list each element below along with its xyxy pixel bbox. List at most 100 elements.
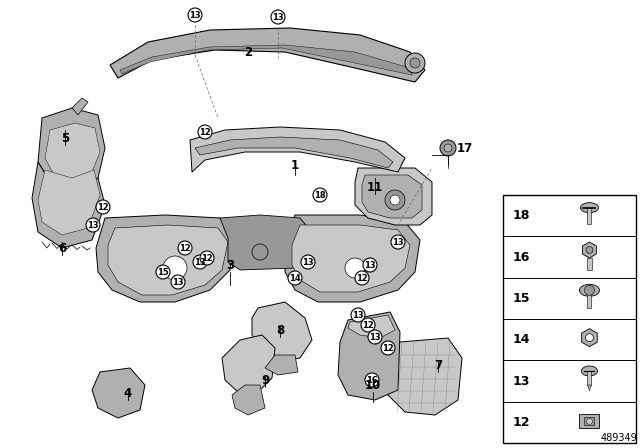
- Polygon shape: [222, 335, 275, 392]
- Circle shape: [171, 275, 185, 289]
- Polygon shape: [265, 355, 298, 375]
- Text: 15: 15: [157, 267, 169, 276]
- Text: 9: 9: [261, 374, 269, 387]
- Circle shape: [390, 195, 400, 205]
- Polygon shape: [292, 225, 410, 292]
- Text: 12: 12: [356, 273, 368, 283]
- Bar: [588, 208, 591, 224]
- Circle shape: [86, 218, 100, 232]
- Text: 5: 5: [61, 132, 69, 145]
- Polygon shape: [588, 385, 591, 391]
- Circle shape: [385, 190, 405, 210]
- Polygon shape: [38, 170, 100, 235]
- Ellipse shape: [582, 366, 598, 376]
- Bar: [588, 371, 591, 385]
- Polygon shape: [38, 108, 105, 190]
- Text: 13: 13: [364, 260, 376, 270]
- Circle shape: [381, 341, 395, 355]
- Polygon shape: [96, 215, 235, 302]
- Bar: [584, 418, 595, 425]
- Circle shape: [368, 330, 382, 344]
- Circle shape: [188, 8, 202, 22]
- Ellipse shape: [580, 202, 598, 213]
- Bar: [588, 294, 591, 308]
- Polygon shape: [388, 338, 462, 415]
- Text: 12: 12: [513, 416, 531, 429]
- Text: 4: 4: [124, 387, 132, 400]
- Polygon shape: [285, 215, 420, 302]
- Text: 12: 12: [97, 202, 109, 211]
- Polygon shape: [110, 28, 425, 82]
- Circle shape: [363, 258, 377, 272]
- Circle shape: [96, 200, 110, 214]
- Text: 12: 12: [201, 254, 213, 263]
- Text: 18: 18: [513, 209, 531, 222]
- Text: 14: 14: [289, 273, 301, 283]
- Text: 13: 13: [302, 258, 314, 267]
- Circle shape: [288, 271, 302, 285]
- Circle shape: [252, 244, 268, 260]
- Text: 16: 16: [366, 375, 378, 384]
- Text: 11: 11: [367, 181, 383, 194]
- Bar: [503, 195, 636, 443]
- Bar: [579, 414, 600, 428]
- Text: 10: 10: [365, 379, 381, 392]
- Circle shape: [351, 308, 365, 322]
- Circle shape: [410, 58, 420, 68]
- Text: 12: 12: [179, 244, 191, 253]
- Text: 12: 12: [382, 344, 394, 353]
- Polygon shape: [582, 242, 596, 258]
- Polygon shape: [108, 225, 228, 295]
- Circle shape: [163, 256, 187, 280]
- Polygon shape: [92, 368, 145, 418]
- Polygon shape: [220, 215, 310, 270]
- Circle shape: [444, 144, 452, 152]
- Polygon shape: [232, 385, 265, 415]
- Text: 13: 13: [369, 332, 381, 341]
- Circle shape: [586, 246, 593, 254]
- Text: 13: 13: [172, 277, 184, 287]
- Polygon shape: [582, 329, 597, 347]
- Bar: [587, 258, 592, 270]
- Polygon shape: [190, 127, 405, 172]
- Text: 13: 13: [272, 13, 284, 22]
- Polygon shape: [45, 123, 100, 180]
- Text: 13: 13: [87, 220, 99, 229]
- Text: 2: 2: [244, 46, 252, 59]
- Polygon shape: [338, 312, 400, 400]
- Circle shape: [198, 125, 212, 139]
- Text: 15: 15: [513, 292, 531, 305]
- Text: 3: 3: [226, 258, 234, 271]
- Circle shape: [586, 334, 593, 342]
- Text: 6: 6: [58, 241, 66, 254]
- Text: 1: 1: [291, 159, 299, 172]
- Text: 13: 13: [194, 258, 206, 267]
- Text: 14: 14: [513, 333, 531, 346]
- Text: 12: 12: [362, 320, 374, 329]
- Circle shape: [313, 188, 327, 202]
- Text: 13: 13: [513, 375, 531, 388]
- Polygon shape: [348, 315, 395, 338]
- Polygon shape: [120, 45, 412, 75]
- Polygon shape: [72, 98, 88, 115]
- Circle shape: [405, 53, 425, 73]
- Circle shape: [200, 251, 214, 265]
- Text: 13: 13: [352, 310, 364, 319]
- Text: 489349: 489349: [600, 433, 637, 443]
- Circle shape: [586, 418, 593, 424]
- Text: 18: 18: [314, 190, 326, 199]
- Text: 12: 12: [199, 128, 211, 137]
- Circle shape: [440, 140, 456, 156]
- Text: 13: 13: [189, 10, 201, 20]
- Circle shape: [156, 265, 170, 279]
- Text: 7: 7: [434, 358, 442, 371]
- Polygon shape: [195, 137, 393, 168]
- Text: 17: 17: [457, 142, 473, 155]
- Text: 8: 8: [276, 323, 284, 336]
- Polygon shape: [252, 302, 312, 362]
- Circle shape: [365, 373, 379, 387]
- Circle shape: [355, 271, 369, 285]
- Circle shape: [361, 318, 375, 332]
- Circle shape: [271, 10, 285, 24]
- Circle shape: [345, 258, 365, 278]
